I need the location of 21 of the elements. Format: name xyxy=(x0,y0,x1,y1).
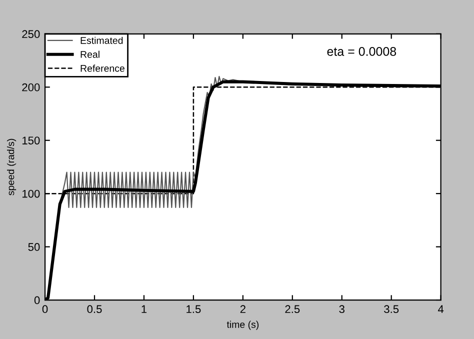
x-tick-label: 3.5 xyxy=(384,305,399,314)
y-tick-label: 200 xyxy=(22,83,40,92)
y-tick-label: 50 xyxy=(28,243,40,251)
x-tick-label: 0 xyxy=(42,305,48,314)
x-tick-label: 1.5 xyxy=(186,305,201,314)
y-tick-label: 0 xyxy=(34,296,40,304)
y-tick-label: 150 xyxy=(22,136,40,144)
x-tick-label: 0.5 xyxy=(87,305,102,314)
x-axis-title: time (s) xyxy=(226,320,259,330)
x-tick-label: 2 xyxy=(240,305,246,313)
x-tick-label: 3 xyxy=(339,305,344,314)
x-tick-label: 2.5 xyxy=(285,305,300,314)
legend-label: Reference xyxy=(80,64,124,72)
legend-label: Real xyxy=(80,50,100,58)
x-tick-label: 1 xyxy=(142,305,147,313)
y-axis-title: speed (rad/s) xyxy=(7,138,16,196)
y-tick-label: 100 xyxy=(22,190,40,198)
annotation: eta = 0.0008 xyxy=(327,47,396,56)
x-tick-label: 4 xyxy=(438,305,444,313)
y-tick-label: 250 xyxy=(22,30,40,38)
legend-label: Estimated xyxy=(80,36,123,44)
